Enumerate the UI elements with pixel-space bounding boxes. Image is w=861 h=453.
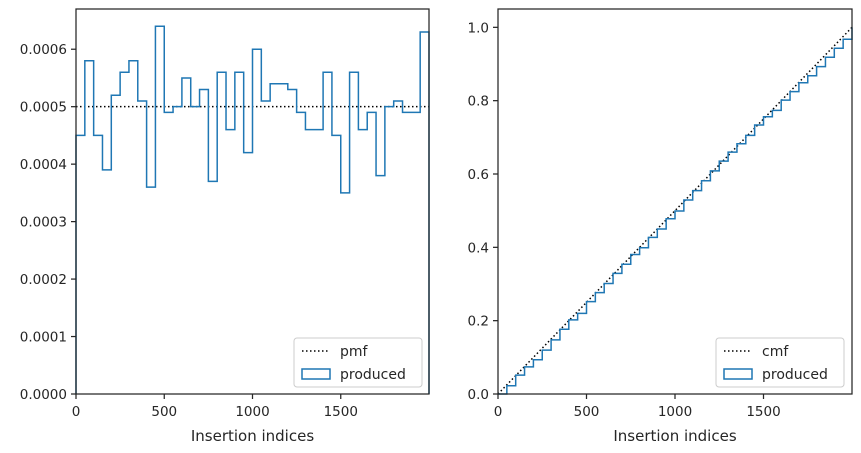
legend-swatch-produced	[301, 368, 331, 380]
x-tick-label: 0	[72, 404, 81, 420]
axes-frame	[497, 8, 853, 395]
x-tick-label: 500	[151, 404, 177, 420]
cmf-line	[497, 26, 853, 395]
y-tick-label: 0.0002	[20, 272, 67, 288]
y-tick-label: 0.0005	[20, 100, 67, 116]
legend-label-produced: produced	[762, 367, 828, 383]
y-tick-label: 0.2	[468, 314, 489, 330]
x-tick-label: 0	[494, 404, 503, 420]
x-tick-label: 1000	[658, 404, 692, 420]
x-axis-label: Insertion indices	[191, 427, 314, 445]
legend-label-produced: produced	[340, 367, 406, 383]
y-tick-label: 0.4	[468, 240, 489, 256]
legend: cmf produced	[715, 337, 845, 388]
legend-label-pmf: pmf	[340, 344, 369, 360]
y-tick-label: 0.6	[468, 167, 489, 183]
produced-histogram	[75, 25, 430, 394]
y-tick-label: 0.0004	[20, 157, 67, 173]
legend-swatch-produced	[723, 368, 753, 380]
legend-label-cmf: cmf	[762, 344, 789, 360]
y-tick-label: 0.8	[468, 94, 489, 110]
chart-pmf: 0 500 1000 1500 0.0000 0.0001 0.0002 0.0003 0.00…	[20, 8, 430, 445]
x-tick-label: 1500	[324, 404, 358, 420]
chart-cmf: 0 500 1000 1500 0.0 0.2 0.4 0.6 0.8 1.0 Insertion …	[468, 8, 853, 445]
y-tick-label: 0.0001	[20, 330, 67, 346]
y-tick-label: 0.0000	[20, 387, 67, 403]
x-tick-label: 500	[574, 404, 600, 420]
y-tick-label: 0.0003	[20, 215, 67, 231]
x-tick-label: 1000	[235, 404, 269, 420]
y-tick-label: 1.0	[468, 20, 489, 36]
x-tick-label: 1500	[746, 404, 780, 420]
legend: pmf produced	[293, 337, 423, 388]
y-tick-label: 0.0	[468, 387, 489, 403]
x-axis-label: Insertion indices	[613, 427, 736, 445]
produced-cumulative	[498, 27, 853, 395]
plot-area	[497, 26, 853, 395]
plot-area	[75, 25, 430, 394]
y-tick-label: 0.0006	[20, 42, 67, 58]
